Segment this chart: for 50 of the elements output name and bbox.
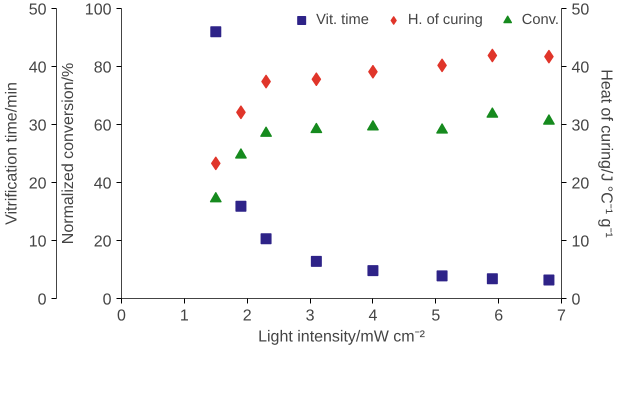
y-tick-label: 100 xyxy=(84,2,112,18)
legend-label: H. of curing xyxy=(408,12,483,28)
y3-tick-label: 10 xyxy=(28,234,47,250)
x-tick-label: 0 xyxy=(117,308,126,324)
y2-tick-label: 30 xyxy=(572,118,590,134)
y3-axis-title: Vitrification time/min xyxy=(4,82,21,225)
x-tick-label: 1 xyxy=(180,308,189,324)
y2-tick-label: 10 xyxy=(572,234,590,250)
point xyxy=(486,273,498,284)
point xyxy=(234,148,247,159)
y-axis-title: Normalized conversion/% xyxy=(60,62,77,244)
x-tick-label: 4 xyxy=(368,308,378,324)
point xyxy=(436,123,448,134)
y2-tick-label: 20 xyxy=(572,176,590,192)
point xyxy=(210,156,221,170)
x-tick-label: 2 xyxy=(242,308,252,324)
x-tick-label: 3 xyxy=(306,308,315,324)
point xyxy=(436,270,448,282)
y2-axis-title: Heat of curing/J °C⁻¹ g⁻¹ xyxy=(597,69,614,238)
y-tick-label: 80 xyxy=(94,60,112,76)
point xyxy=(210,192,222,202)
x-tick-label: 7 xyxy=(557,308,566,324)
y2-tick-label: 50 xyxy=(572,2,590,18)
y3-tick-label: 20 xyxy=(28,176,47,192)
point xyxy=(367,265,378,276)
y-tick-label: 60 xyxy=(94,118,112,134)
y2-tick-label: 40 xyxy=(572,60,590,76)
point xyxy=(543,274,554,286)
x-axis-title: Light intensity/mW cm⁻² xyxy=(258,328,426,346)
point xyxy=(260,233,272,244)
point xyxy=(310,122,322,134)
point xyxy=(542,114,555,125)
y3-tick-label: 50 xyxy=(28,2,47,18)
point xyxy=(210,26,222,38)
y-tick-label: 0 xyxy=(102,292,112,308)
y2-tick-label: 0 xyxy=(572,292,580,308)
x-tick-label: 6 xyxy=(494,308,504,324)
point xyxy=(235,200,246,212)
y-tick-label: 20 xyxy=(94,234,112,250)
y3-tick-label: 40 xyxy=(28,60,47,76)
point xyxy=(260,126,272,137)
x-tick-label: 5 xyxy=(431,308,440,324)
point xyxy=(310,256,322,267)
y-tick-label: 40 xyxy=(94,176,112,192)
legend-label: Vit. time xyxy=(316,12,369,28)
point xyxy=(366,120,379,130)
y3-tick-label: 30 xyxy=(28,118,47,134)
legend-label: Conv. xyxy=(522,12,559,28)
point xyxy=(486,107,498,118)
y3-tick-label: 0 xyxy=(38,292,47,308)
